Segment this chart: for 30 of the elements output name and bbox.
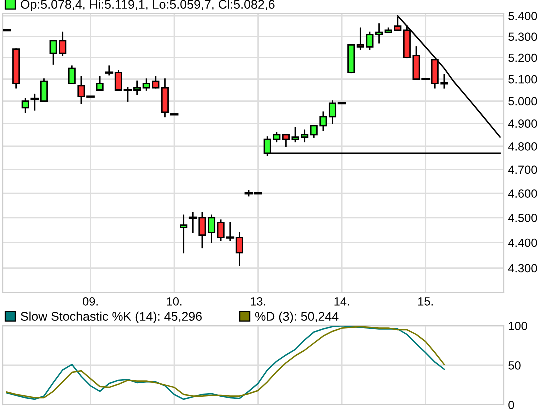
y-tick-label: 100 bbox=[509, 322, 528, 330]
y-tick-label: 5.100 bbox=[508, 75, 538, 84]
y-tick-label: 4.500 bbox=[508, 214, 538, 222]
legend-label: Op:5.078,4, Hi:5.119,1, Lo:5.059,7, Cl:5.082,6 bbox=[21, 0, 275, 12]
candlestick bbox=[376, 24, 384, 44]
legend-label: %D (3): 50,244 bbox=[255, 312, 339, 324]
y-tick-label: 5.300 bbox=[508, 32, 538, 42]
x-tick-label: 15. bbox=[418, 298, 433, 306]
y-tick-label: 5.200 bbox=[508, 54, 538, 62]
y-tick-label: 5.000 bbox=[508, 97, 538, 106]
x-tick-label: 13. bbox=[250, 297, 266, 306]
y-tick-label: 4.300 bbox=[508, 264, 538, 273]
y-tick-label: 4.900 bbox=[508, 120, 538, 128]
y-tick-label: 5.400 bbox=[508, 12, 538, 20]
x-tick-label: 10. bbox=[167, 297, 182, 306]
y-tick-label: 0 bbox=[508, 401, 514, 410]
x-tick-label: 14. bbox=[334, 298, 350, 306]
y-tick-label: 4.400 bbox=[508, 238, 538, 248]
y-tick-label: 50 bbox=[508, 362, 521, 370]
x-tick-label: 09. bbox=[83, 297, 98, 306]
candlestick bbox=[208, 214, 216, 244]
legend-label: Slow Stochastic %K (14): 45,296 bbox=[21, 312, 202, 324]
candlestick bbox=[282, 134, 290, 148]
candlestick bbox=[180, 214, 188, 254]
candlestick bbox=[96, 76, 104, 91]
y-tick-label: 4.600 bbox=[508, 190, 538, 198]
y-tick-label: 4.700 bbox=[508, 166, 538, 174]
candlestick bbox=[22, 98, 30, 114]
y-tick-label: 4.800 bbox=[508, 142, 538, 151]
candlestick bbox=[68, 66, 76, 84]
